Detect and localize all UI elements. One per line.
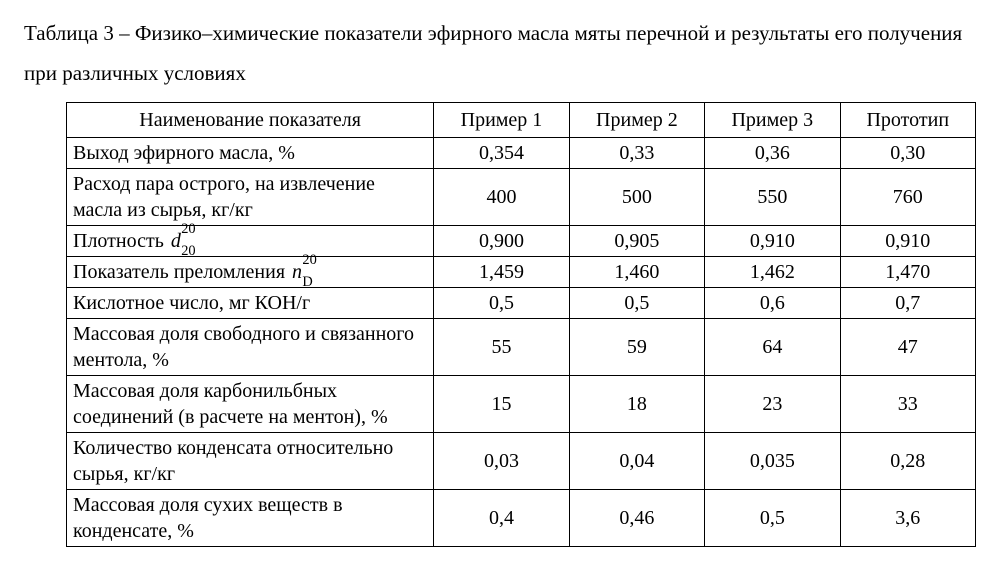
cell-value: 59 (569, 318, 704, 375)
cell-value: 0,33 (569, 137, 704, 168)
row-label: Выход эфирного масла, % (67, 137, 434, 168)
cell-value: 0,910 (705, 225, 840, 256)
cell-value: 0,5 (434, 287, 569, 318)
cell-value: 1,470 (840, 256, 975, 287)
col-header: Прототип (840, 102, 975, 137)
cell-value: 1,460 (569, 256, 704, 287)
table-row: Кислотное число, мг КОН/г0,50,50,60,7 (67, 287, 976, 318)
cell-value: 18 (569, 375, 704, 432)
row-label: Показатель преломления n20D (67, 256, 434, 287)
cell-value: 0,900 (434, 225, 569, 256)
col-header: Наименование показателя (67, 102, 434, 137)
col-header: Пример 1 (434, 102, 569, 137)
cell-value: 0,4 (434, 489, 569, 546)
cell-value: 64 (705, 318, 840, 375)
cell-value: 500 (569, 168, 704, 225)
table-header-row: Наименование показателя Пример 1 Пример … (67, 102, 976, 137)
cell-value: 760 (840, 168, 975, 225)
cell-value: 47 (840, 318, 975, 375)
cell-value: 0,905 (569, 225, 704, 256)
cell-value: 33 (840, 375, 975, 432)
cell-value: 0,7 (840, 287, 975, 318)
table-caption: Таблица 3 – Физико–химические показатели… (24, 14, 975, 94)
row-label: Количество конденсата относительно сырья… (67, 432, 434, 489)
cell-value: 3,6 (840, 489, 975, 546)
table-row: Массовая доля свободного и связанного ме… (67, 318, 976, 375)
cell-value: 23 (705, 375, 840, 432)
cell-value: 0,36 (705, 137, 840, 168)
cell-value: 0,6 (705, 287, 840, 318)
row-label: Расход пара острого, на извлечение масла… (67, 168, 434, 225)
cell-value: 0,035 (705, 432, 840, 489)
math-symbol: d2020 (171, 228, 181, 254)
table-row: Массовая доля сухих веществ в конденсате… (67, 489, 976, 546)
cell-value: 0,30 (840, 137, 975, 168)
row-label: Плотность d2020 (67, 225, 434, 256)
row-label: Массовая доля свободного и связанного ме… (67, 318, 434, 375)
col-header: Пример 2 (569, 102, 704, 137)
row-label: Массовая доля карбонильбных соединений (… (67, 375, 434, 432)
cell-value: 400 (434, 168, 569, 225)
cell-value: 1,459 (434, 256, 569, 287)
cell-value: 55 (434, 318, 569, 375)
row-label: Кислотное число, мг КОН/г (67, 287, 434, 318)
table-row: Расход пара острого, на извлечение масла… (67, 168, 976, 225)
table-row: Массовая доля карбонильбных соединений (… (67, 375, 976, 432)
cell-value: 0,910 (840, 225, 975, 256)
cell-value: 0,354 (434, 137, 569, 168)
cell-value: 15 (434, 375, 569, 432)
cell-value: 0,04 (569, 432, 704, 489)
table-row: Плотность d20200,9000,9050,9100,910 (67, 225, 976, 256)
cell-value: 0,28 (840, 432, 975, 489)
table-row: Выход эфирного масла, %0,3540,330,360,30 (67, 137, 976, 168)
cell-value: 0,03 (434, 432, 569, 489)
data-table: Наименование показателя Пример 1 Пример … (66, 102, 976, 547)
table-row: Показатель преломления n20D1,4591,4601,4… (67, 256, 976, 287)
cell-value: 0,5 (705, 489, 840, 546)
cell-value: 0,5 (569, 287, 704, 318)
row-label: Массовая доля сухих веществ в конденсате… (67, 489, 434, 546)
cell-value: 1,462 (705, 256, 840, 287)
cell-value: 550 (705, 168, 840, 225)
table-row: Количество конденсата относительно сырья… (67, 432, 976, 489)
math-symbol: n20D (292, 259, 302, 285)
col-header: Пример 3 (705, 102, 840, 137)
cell-value: 0,46 (569, 489, 704, 546)
